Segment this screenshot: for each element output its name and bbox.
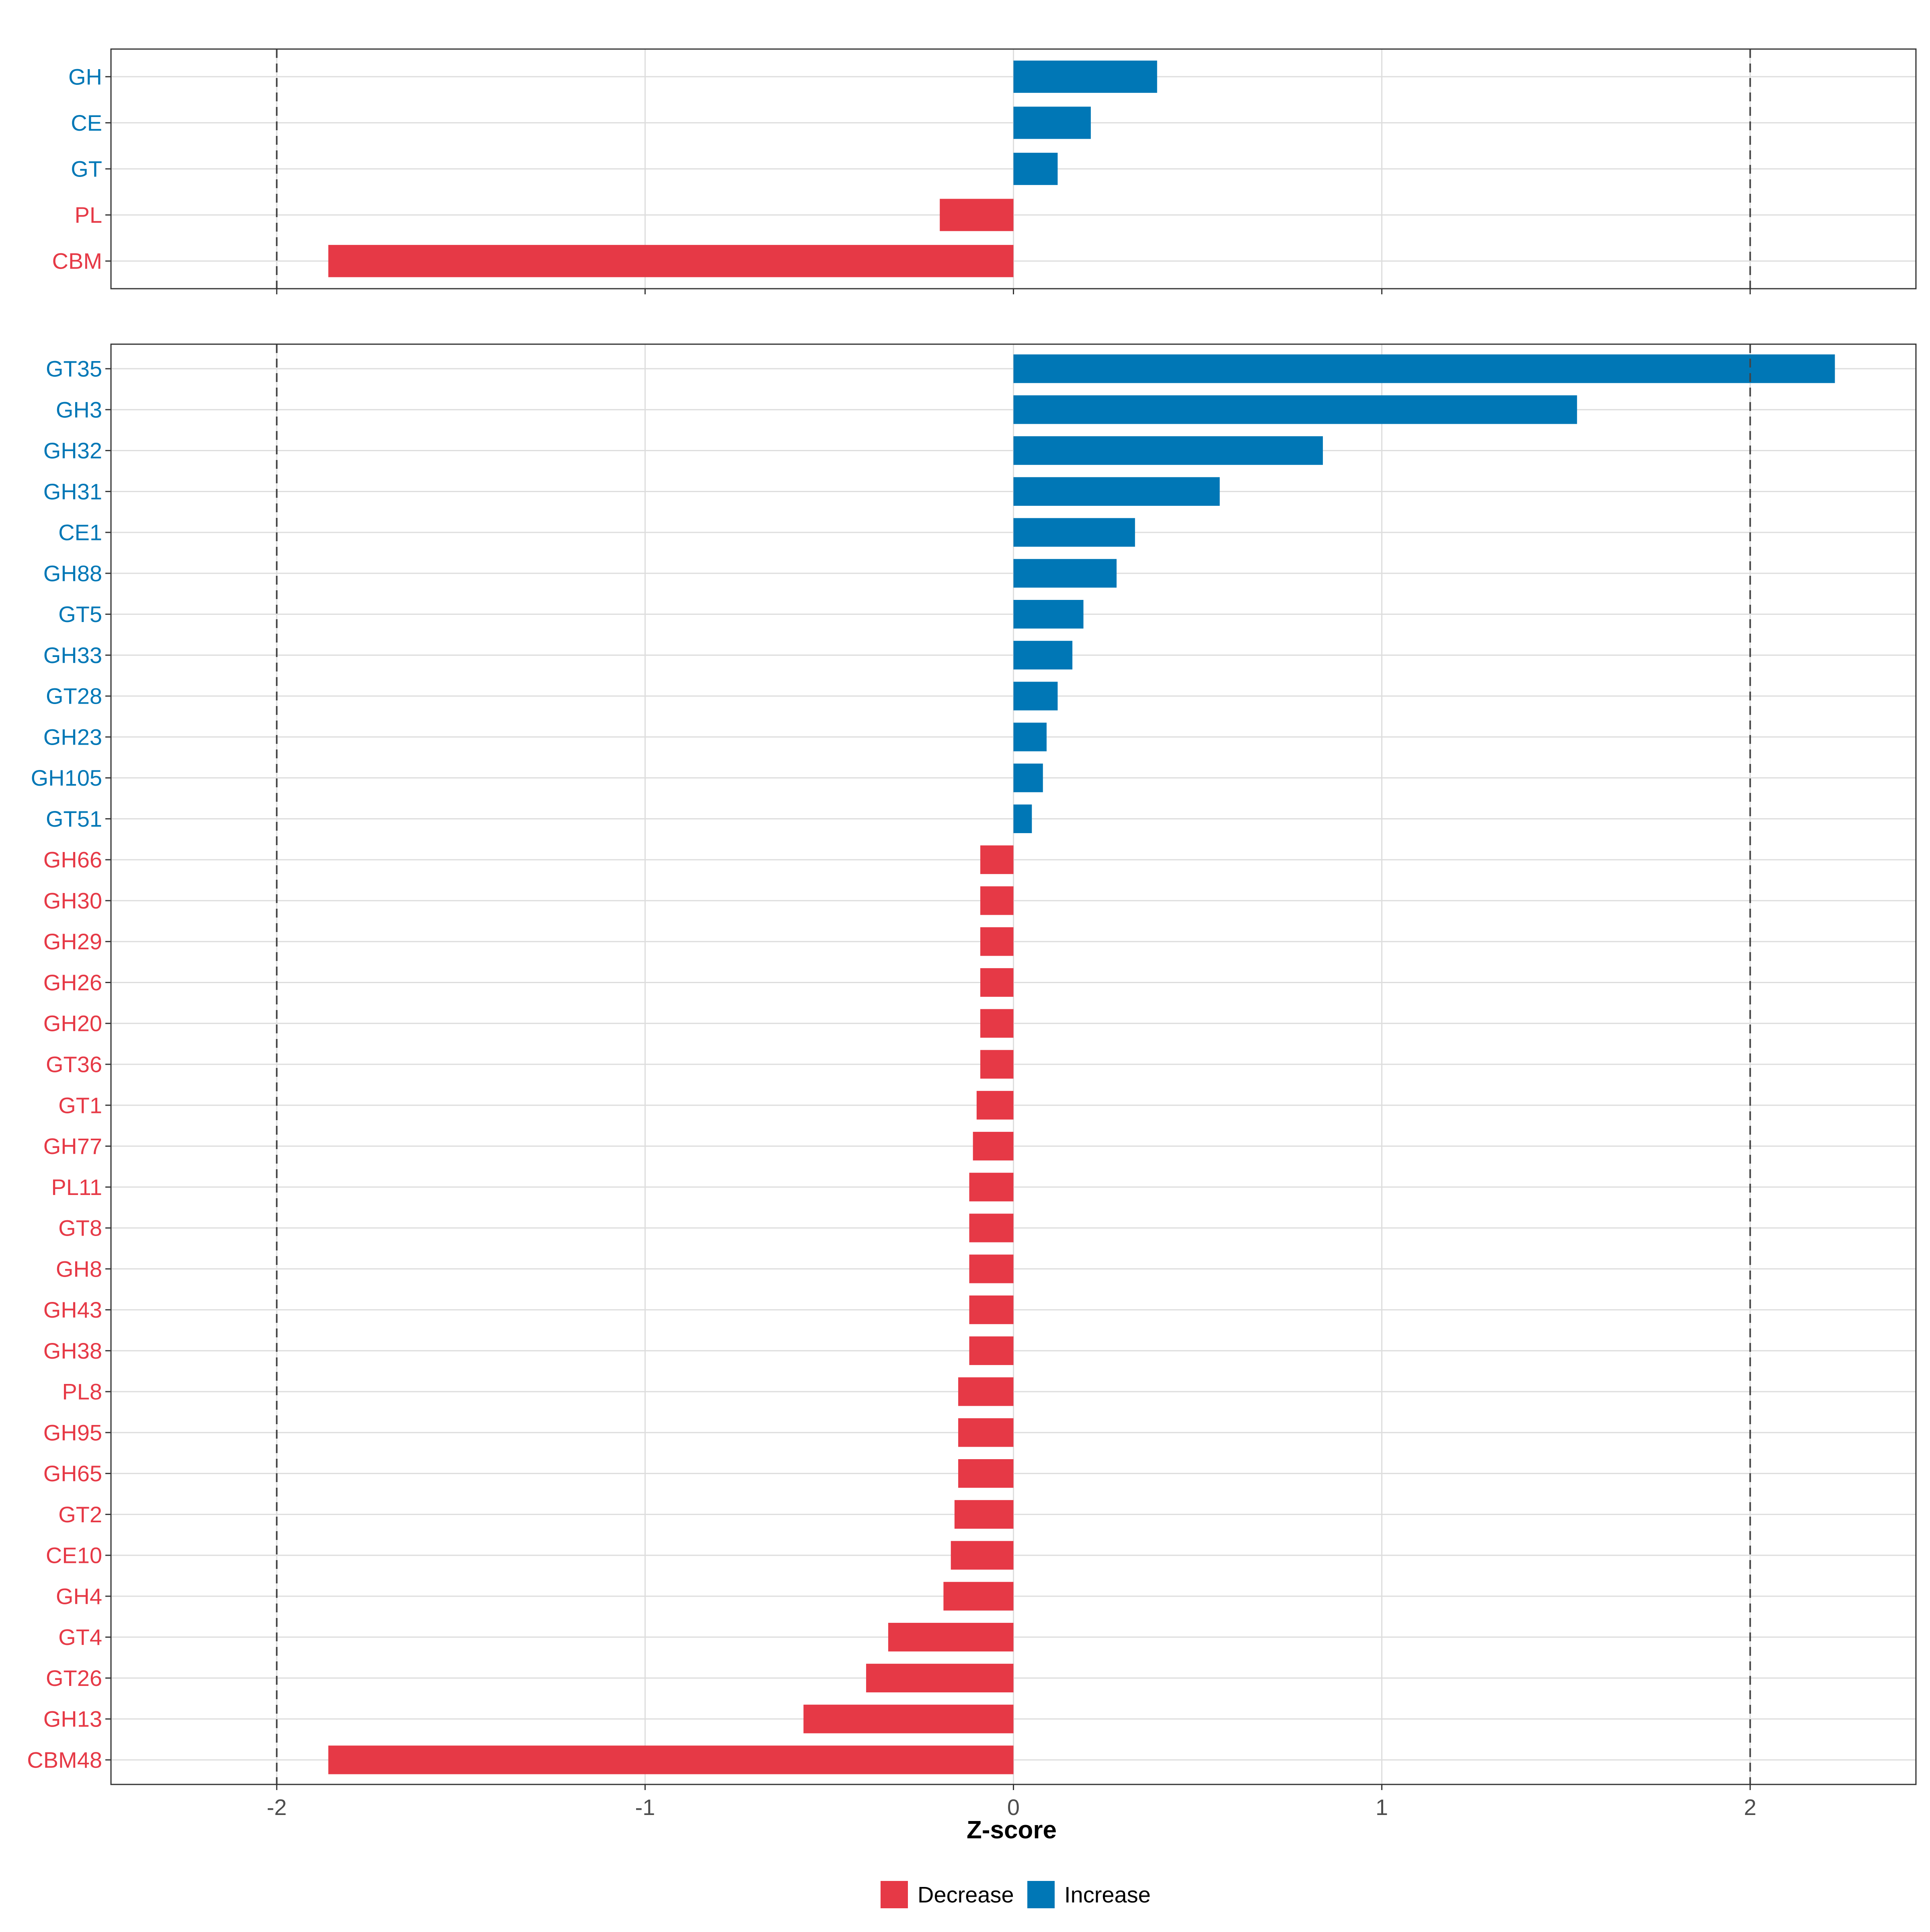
y-tick-label-gt28: GT28 bbox=[46, 684, 102, 709]
y-tick-label-gh: GH bbox=[68, 64, 102, 89]
legend-label-decrease: Decrease bbox=[918, 1882, 1014, 1907]
bar-gh33 bbox=[1013, 641, 1073, 670]
y-tick-label-gh43: GH43 bbox=[43, 1297, 102, 1322]
bar-gh23 bbox=[1013, 723, 1047, 751]
bar-gt26 bbox=[866, 1663, 1014, 1693]
y-tick-label-gt1: GT1 bbox=[58, 1092, 102, 1118]
y-tick-label-gt35: GT35 bbox=[46, 356, 102, 382]
bar-gh20 bbox=[980, 1009, 1014, 1038]
bar-gh3 bbox=[1013, 395, 1577, 424]
bar-gh105 bbox=[1013, 764, 1043, 793]
bar-gt4 bbox=[888, 1623, 1014, 1652]
bar-gh29 bbox=[980, 927, 1014, 956]
bar-pl bbox=[940, 199, 1014, 231]
y-tick-label-gt2: GT2 bbox=[58, 1502, 102, 1527]
bar-gt28 bbox=[1013, 682, 1058, 710]
bar-pl8 bbox=[958, 1377, 1014, 1406]
y-tick-label-gh32: GH32 bbox=[43, 438, 102, 463]
bar-gh77 bbox=[973, 1131, 1014, 1161]
y-tick-label-gh105: GH105 bbox=[31, 765, 102, 790]
y-tick-label-gt51: GT51 bbox=[46, 806, 102, 832]
y-tick-label-gh3: GH3 bbox=[56, 397, 102, 422]
y-tick-label-gh95: GH95 bbox=[43, 1420, 102, 1445]
legend-label-increase: Increase bbox=[1064, 1882, 1151, 1907]
y-tick-label-pl8: PL8 bbox=[62, 1379, 102, 1404]
bar-gt5 bbox=[1013, 600, 1084, 629]
y-tick-label-gh13: GH13 bbox=[43, 1706, 102, 1732]
x-tick-label: 2 bbox=[1744, 1794, 1756, 1820]
bar-ce bbox=[1013, 107, 1091, 139]
bar-gh31 bbox=[1013, 477, 1220, 506]
y-tick-label-gh88: GH88 bbox=[43, 561, 102, 586]
bar-gt36 bbox=[980, 1050, 1014, 1079]
legend: Decrease Increase bbox=[881, 1881, 1151, 1908]
bar-gh bbox=[1013, 60, 1157, 93]
y-tick-label-ce: CE bbox=[71, 110, 102, 136]
chart-panels: GH CE GT PL CBM GT35 GH3 GH32 GH31 CE1 GH88 GT5 GH33… bbox=[27, 48, 1917, 1820]
bar-gh95 bbox=[958, 1418, 1014, 1447]
bar-gh26 bbox=[980, 968, 1014, 997]
y-tick-label-gh65: GH65 bbox=[43, 1461, 102, 1486]
bar-gh30 bbox=[980, 886, 1014, 915]
bar-gt1 bbox=[976, 1091, 1014, 1120]
bar-gh65 bbox=[958, 1459, 1014, 1488]
x-axis-title: Z-score bbox=[967, 1816, 1057, 1844]
y-tick-label-gh26: GH26 bbox=[43, 970, 102, 995]
bar-gt35 bbox=[1013, 354, 1835, 383]
y-tick-label-gt36: GT36 bbox=[46, 1052, 102, 1077]
y-tick-label-gh38: GH38 bbox=[43, 1338, 102, 1363]
bar-gh43 bbox=[969, 1295, 1014, 1324]
y-tick-label-gt: GT bbox=[71, 156, 102, 182]
y-tick-label-gh23: GH23 bbox=[43, 724, 102, 749]
bar-cbm bbox=[328, 245, 1014, 277]
y-tick-label-gh31: GH31 bbox=[43, 479, 102, 504]
bar-gh38 bbox=[969, 1336, 1014, 1365]
bar-pl11 bbox=[969, 1172, 1014, 1201]
legend-item-increase: Increase bbox=[1027, 1881, 1151, 1908]
bar-gh66 bbox=[980, 845, 1014, 874]
y-tick-label-gh66: GH66 bbox=[43, 847, 102, 873]
y-tick-label-cbm: CBM bbox=[52, 248, 102, 274]
bar-ce10 bbox=[951, 1541, 1014, 1570]
y-tick-label-gh77: GH77 bbox=[43, 1133, 102, 1159]
panel-family-level: GT35 GH3 GH32 GH31 CE1 GH88 GT5 GH33 GT28 GH23 GH1… bbox=[27, 343, 1917, 1820]
y-tick-label-pl11: PL11 bbox=[51, 1174, 102, 1200]
bar-gh4 bbox=[943, 1582, 1014, 1611]
y-tick-label-gt8: GT8 bbox=[58, 1215, 102, 1241]
x-tick-label: 0 bbox=[1007, 1794, 1020, 1820]
y-tick-label-pl: PL bbox=[75, 202, 103, 228]
bar-gh8 bbox=[969, 1254, 1014, 1283]
y-tick-label-gh8: GH8 bbox=[56, 1256, 102, 1281]
panel-class-level: GH CE GT PL CBM bbox=[52, 48, 1917, 294]
x-tick-label: -2 bbox=[267, 1794, 287, 1820]
legend-swatch-decrease bbox=[881, 1881, 908, 1908]
y-tick-label-gh30: GH30 bbox=[43, 888, 102, 913]
y-tick-label-gh4: GH4 bbox=[56, 1583, 102, 1609]
legend-swatch-increase bbox=[1027, 1881, 1055, 1908]
y-tick-label-gt5: GT5 bbox=[58, 602, 102, 627]
bar-cbm48 bbox=[328, 1745, 1014, 1774]
y-tick-label-gh29: GH29 bbox=[43, 929, 102, 954]
bar-ce1 bbox=[1013, 518, 1135, 547]
legend-item-decrease: Decrease bbox=[881, 1881, 1014, 1908]
bar-gt8 bbox=[969, 1213, 1014, 1242]
x-tick-label: 1 bbox=[1376, 1794, 1388, 1820]
y-tick-label-gt4: GT4 bbox=[58, 1624, 102, 1650]
bar-gh13 bbox=[803, 1704, 1014, 1733]
y-tick-label-gt26: GT26 bbox=[46, 1665, 102, 1691]
bar-gt2 bbox=[954, 1500, 1014, 1529]
y-tick-label-gh20: GH20 bbox=[43, 1011, 102, 1036]
bar-gt bbox=[1013, 152, 1058, 185]
bar-gh88 bbox=[1013, 559, 1117, 588]
bar-gh32 bbox=[1013, 436, 1323, 465]
y-tick-label-ce1: CE1 bbox=[58, 520, 102, 545]
x-tick-label: -1 bbox=[635, 1794, 655, 1820]
y-tick-label-ce10: CE10 bbox=[46, 1543, 102, 1568]
bar-gt51 bbox=[1013, 804, 1032, 834]
y-tick-label-gh33: GH33 bbox=[43, 643, 102, 668]
y-tick-label-cbm48: CBM48 bbox=[27, 1747, 102, 1772]
